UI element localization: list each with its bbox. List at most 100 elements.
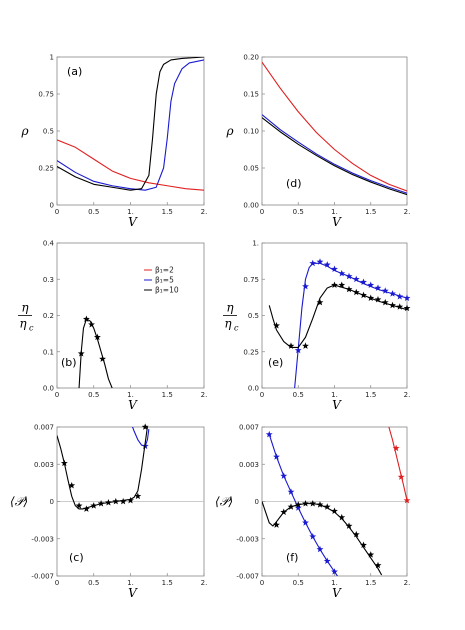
x-tick-label: 1. [331, 208, 338, 216]
data-point-c-1 [75, 502, 83, 509]
data-point-b-0 [99, 355, 106, 362]
data-point-e-1 [273, 322, 280, 329]
data-point-c-1 [82, 505, 90, 512]
data-point-e-1 [381, 298, 389, 306]
data-point-e-1 [403, 304, 411, 312]
data-point-e-1 [331, 281, 338, 288]
panel-a: 0 0.5 1. 1.5 2. 0 0.25 0.5 0.75 1 (a) Vρ [20, 54, 207, 230]
data-point-f-2 [374, 561, 382, 569]
data-point-e-0 [381, 287, 389, 294]
plot-frame [56, 242, 205, 389]
data-point-c-1 [112, 497, 120, 505]
data-point-e-1 [302, 342, 309, 349]
data-point-e-0 [367, 281, 375, 288]
y-tick-label: 0 [50, 202, 54, 210]
y-axis-label: ⟨𝒫⟩ [10, 495, 28, 509]
y-tick-label: 0.05 [243, 165, 259, 173]
y-axis-label: η [226, 301, 234, 315]
data-point-f-2 [331, 507, 338, 514]
x-tick-label: 0 [260, 391, 264, 399]
data-point-e-1 [367, 294, 375, 302]
x-tick-label: 1. [127, 391, 134, 399]
panel-e: 0 0.5 1. 1.5 2. 0.0 0.25 0.5 0.75 1. (e) Vηη c [223, 240, 411, 412]
series-line-b-0 [78, 318, 113, 388]
y-tick-label: -0.007 [31, 573, 54, 581]
data-point-f-2 [338, 513, 346, 521]
y-tick-label: 0 [255, 498, 259, 506]
series-line-c-1 [57, 427, 148, 510]
data-point-c-1 [68, 481, 76, 489]
panel-label: (f) [286, 551, 298, 564]
data-point-b-0 [82, 315, 90, 323]
y-tick-label: 0.3 [43, 276, 54, 284]
data-point-f-2 [345, 522, 353, 529]
data-point-e-0 [396, 293, 404, 300]
data-point-e-1 [374, 295, 382, 303]
y-tick-label: 0.2 [43, 312, 54, 320]
x-tick-label: 2. [201, 208, 208, 216]
x-axis-label: V [128, 215, 138, 229]
data-point-c-1 [134, 492, 142, 500]
data-point-e-1 [338, 281, 346, 288]
data-point-e-1 [396, 303, 404, 310]
x-tick-label: 0.5 [88, 391, 99, 399]
data-point-f-1 [323, 557, 331, 565]
data-point-c-1 [97, 500, 105, 507]
y-axis-label: ⟨𝒫⟩ [215, 495, 233, 509]
data-point-e-0 [403, 294, 411, 302]
y-tick-label: -0.003 [31, 535, 54, 543]
data-point-b-0 [94, 333, 101, 341]
series-line-f-2 [262, 501, 383, 576]
x-tick-label: 1.5 [365, 579, 376, 587]
data-point-f-1 [265, 430, 273, 438]
data-point-e-0 [331, 265, 338, 273]
y-axis-label-denominator: η [19, 317, 27, 331]
data-point-e-1 [360, 291, 367, 299]
x-tick-label: 1. [127, 208, 134, 216]
legend-entry: β₁=2 [155, 266, 174, 275]
series-line-a-1 [57, 59, 204, 191]
data-point-f-1 [309, 533, 317, 540]
data-point-e-1 [352, 288, 360, 296]
data-point-e-0 [302, 282, 309, 290]
data-point-e-1 [389, 301, 396, 309]
series-line-a-2 [57, 57, 204, 191]
data-point-f-2 [316, 501, 324, 508]
x-tick-label: 2. [201, 579, 208, 587]
x-tick-label: 0.5 [88, 208, 99, 216]
x-tick-label: 2. [404, 391, 411, 399]
x-tick-label: 1.5 [162, 579, 173, 587]
y-tick-label: 0.0 [43, 385, 54, 393]
data-point-f-1 [331, 568, 338, 575]
x-tick-label: 1.5 [162, 208, 173, 216]
series-line-d-2 [262, 117, 407, 196]
series-line-f-1 [268, 434, 339, 576]
series-line-d-1 [262, 114, 407, 194]
data-point-c-1 [141, 423, 149, 430]
data-point-e-0 [309, 259, 317, 267]
data-point-e-0 [294, 346, 302, 354]
data-point-f-1 [294, 504, 302, 511]
y-axis-label-subscript: c [29, 324, 34, 333]
data-point-e-0 [345, 272, 353, 280]
data-point-f-1 [302, 519, 309, 526]
y-tick-label: 0.5 [43, 128, 54, 136]
data-point-f-0 [392, 444, 400, 452]
data-point-e-0 [338, 269, 346, 277]
data-point-f-1 [287, 488, 295, 495]
series-line-f-0 [388, 427, 407, 501]
data-point-c-1 [90, 502, 98, 509]
x-tick-label: 0.5 [293, 391, 304, 399]
data-point-f-2 [352, 530, 360, 538]
y-axis-label: ρ [225, 124, 233, 138]
panel-label: (b) [61, 356, 77, 369]
y-tick-label: 0.25 [243, 348, 259, 356]
y-tick-label: 0 [50, 498, 54, 506]
data-point-e-0 [374, 284, 382, 291]
y-tick-label: 0.4 [43, 240, 55, 248]
y-axis-label-denominator: η [224, 317, 232, 331]
panel-b: 0 0.5 1. 1.5 2.0.00.10.20.30.4(b)Vηη cβ₁=2β₁=… [18, 240, 207, 412]
x-tick-label: 1.5 [365, 391, 376, 399]
data-point-c-1 [60, 459, 68, 467]
y-tick-label: -0.003 [236, 535, 259, 543]
